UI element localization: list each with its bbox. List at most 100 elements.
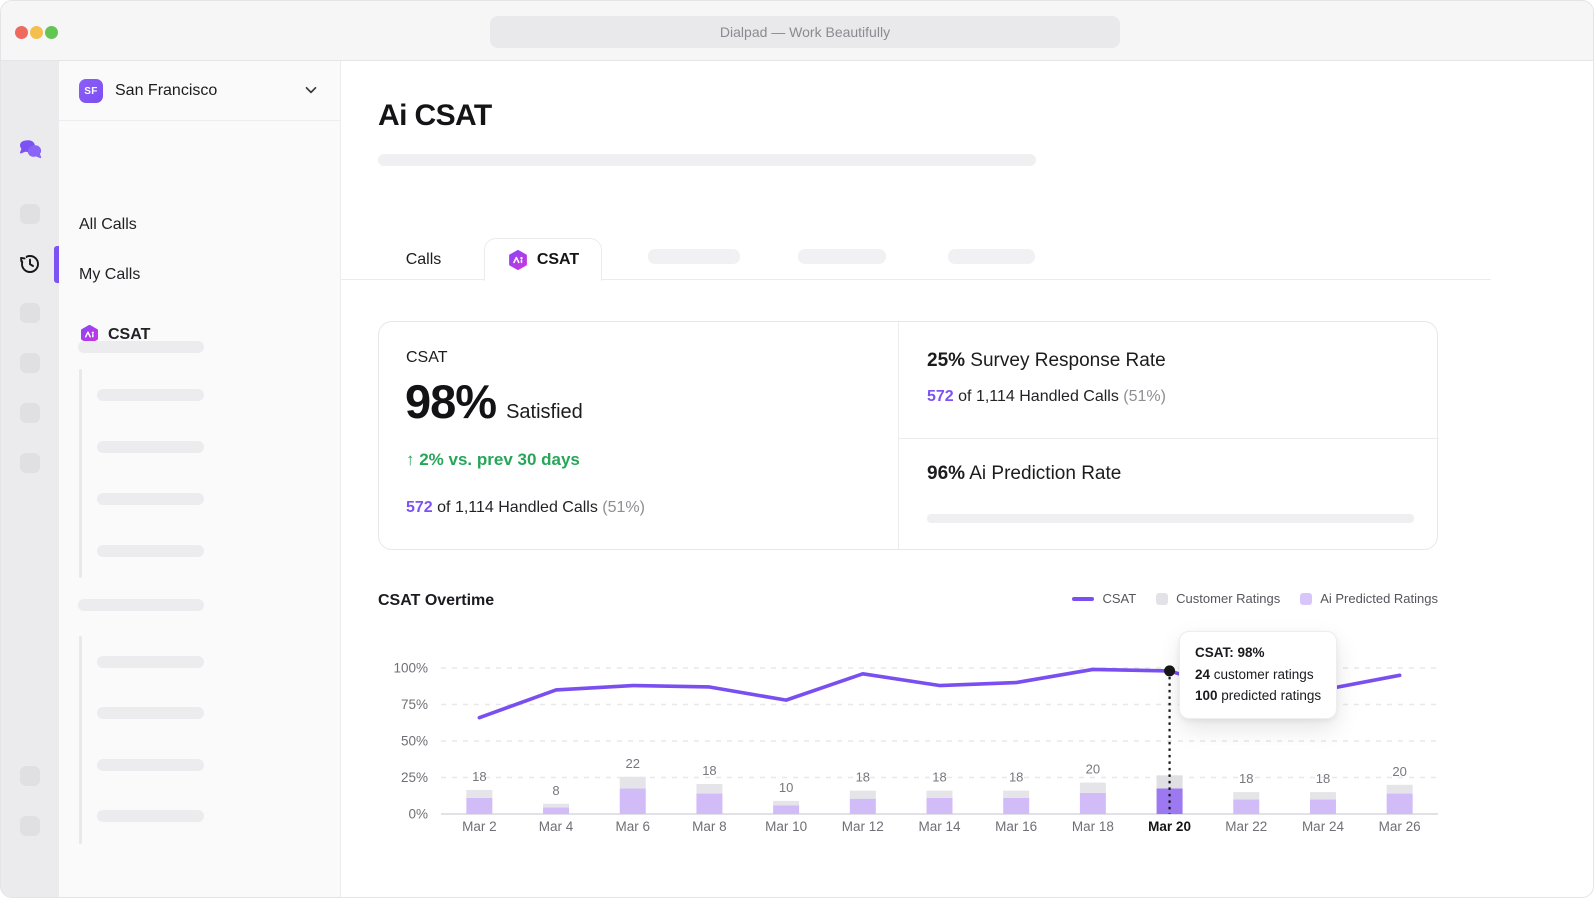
csat-value: 98% Satisfied: [405, 375, 583, 428]
sidebar-item-my-calls[interactable]: My Calls: [79, 266, 141, 283]
bar-total-label: 18: [856, 770, 870, 785]
workspace-switcher[interactable]: SF San Francisco: [59, 61, 340, 121]
csat-suffix: Satisfied: [506, 401, 583, 423]
ai-hexagon-icon: [508, 249, 527, 271]
sidebar-item-all-calls[interactable]: All Calls: [79, 216, 137, 233]
legend-item-ai-predicted-ratings[interactable]: Ai Predicted Ratings: [1300, 591, 1438, 606]
x-axis-label-Mar 18: Mar 18: [1072, 819, 1114, 834]
x-axis-label-Mar 8: Mar 8: [692, 819, 727, 834]
rail-placeholder-icon[interactable]: [20, 816, 40, 836]
bar-predicted-Mar 4: [543, 807, 570, 814]
highlight-dot: [1164, 665, 1176, 677]
tab-calls[interactable]: Calls: [405, 251, 442, 268]
bar-predicted-Mar 10: [773, 805, 800, 814]
minimize-window-button[interactable]: [30, 25, 43, 39]
bar-customer-Mar 2: [466, 789, 493, 798]
rail-placeholder-icon[interactable]: [20, 766, 40, 786]
bar-customer-Mar 18: [1079, 782, 1106, 793]
survey-handled-detail: 572 of 1,114 Handled Calls (51%): [927, 388, 1166, 405]
bar-customer-Mar 4: [543, 803, 570, 808]
call-history-icon[interactable]: [18, 252, 42, 276]
x-axis-label-Mar 10: Mar 10: [765, 819, 807, 834]
y-axis-label: 50%: [401, 734, 428, 749]
bar-total-label: 8: [552, 783, 559, 798]
legend-swatch: [1300, 592, 1313, 605]
skeleton-tree-line: [79, 369, 82, 578]
x-axis-label-Mar 2: Mar 2: [462, 819, 497, 834]
bar-customer-Mar 26: [1386, 784, 1413, 794]
bar-total-label: 18: [1239, 771, 1253, 786]
rail-placeholder-icon[interactable]: [20, 403, 40, 423]
bar-predicted-Mar 18: [1079, 792, 1106, 814]
bar-predicted-Mar 14: [926, 797, 953, 814]
bar-customer-Mar 22: [1233, 792, 1260, 800]
x-axis-label-Mar 16: Mar 16: [995, 819, 1037, 834]
x-axis-label-Mar 22: Mar 22: [1225, 819, 1267, 834]
skeleton-line: [97, 493, 204, 505]
skeleton-line: [97, 389, 204, 401]
x-axis-label-Mar 4: Mar 4: [539, 819, 574, 834]
rail-placeholder-icon[interactable]: [20, 353, 40, 373]
bar-customer-Mar 16: [1003, 790, 1030, 798]
legend-swatch: [1156, 592, 1169, 605]
y-axis-label: 0%: [408, 807, 428, 822]
legend-label: Customer Ratings: [1176, 591, 1281, 606]
dialpad-logo-icon[interactable]: [16, 137, 45, 163]
bar-total-label: 18: [702, 763, 716, 778]
skeleton-line: [78, 599, 204, 611]
window-title: Dialpad — Work Beautifully: [490, 16, 1120, 48]
titlebar: Dialpad — Work Beautifully: [1, 1, 1593, 61]
legend-item-csat[interactable]: CSAT: [1072, 591, 1136, 606]
csat-stats-card: CSAT 98% Satisfied ↑ 2% vs. prev 30 days …: [378, 321, 1439, 550]
y-axis-label: 75%: [401, 697, 428, 712]
rail-placeholder-icon[interactable]: [20, 453, 40, 473]
bar-total-label: 18: [1316, 771, 1330, 786]
chevron-down-icon: [305, 86, 317, 94]
sidebar: SF San Francisco All Calls My Calls CSAT: [59, 61, 341, 897]
legend-item-customer-ratings[interactable]: Customer Ratings: [1156, 591, 1280, 606]
tab-label: CSAT: [536, 251, 580, 268]
workspace-badge: SF: [79, 79, 103, 103]
handled-calls-detail: 572 of 1,114 Handled Calls (51%): [406, 499, 645, 516]
bar-predicted-Mar 2: [466, 797, 493, 814]
csat-delta: ↑ 2% vs. prev 30 days: [406, 450, 580, 469]
x-axis-label-Mar 20: Mar 20: [1148, 819, 1191, 834]
chart-tooltip: CSAT: 98% 24 customer ratings 100 predic…: [1179, 631, 1338, 719]
tab-skeleton: [948, 249, 1035, 264]
legend-label: CSAT: [1102, 591, 1137, 606]
sidebar-item-csat[interactable]: CSAT: [79, 324, 150, 345]
bar-total-label: 18: [472, 769, 486, 784]
bar-customer-Mar 14: [926, 790, 953, 798]
tab-csat[interactable]: CSAT: [484, 238, 602, 281]
skeleton-line: [97, 545, 204, 557]
x-axis-label-Mar 24: Mar 24: [1302, 819, 1345, 834]
bar-predicted-Mar 6: [619, 788, 646, 814]
x-axis-label-Mar 6: Mar 6: [615, 819, 650, 834]
skeleton-line: [78, 341, 204, 353]
csat-label: CSAT: [406, 349, 448, 366]
app-rail: [1, 61, 59, 897]
chart-title: CSAT Overtime: [378, 592, 495, 609]
bar-customer-Mar 12: [849, 790, 876, 799]
bar-customer-Mar 10: [773, 800, 800, 806]
rail-active-indicator: [54, 246, 59, 283]
legend-swatch: [1072, 596, 1095, 601]
skeleton-line: [97, 441, 204, 453]
rail-placeholder-icon[interactable]: [20, 303, 40, 323]
bar-total-label: 20: [1086, 762, 1100, 777]
bar-predicted-Mar 16: [1003, 797, 1030, 814]
close-window-button[interactable]: [15, 25, 28, 39]
zoom-window-button[interactable]: [45, 25, 58, 39]
tab-skeleton: [648, 249, 740, 264]
rail-placeholder-icon[interactable]: [20, 204, 40, 224]
y-axis-label: 100%: [393, 661, 428, 676]
x-axis-label-Mar 12: Mar 12: [842, 819, 884, 834]
bar-customer-Mar 6: [619, 776, 646, 789]
bar-predicted-Mar 12: [849, 798, 876, 814]
bar-total-label: 18: [932, 770, 946, 785]
sidebar-item-label: CSAT: [108, 325, 151, 343]
survey-response-rate: 25% Survey Response Rate: [927, 350, 1166, 371]
chart-legend: CSAT Customer Ratings Ai Predicted Ratings: [1072, 591, 1438, 606]
skeleton-line: [97, 707, 204, 719]
